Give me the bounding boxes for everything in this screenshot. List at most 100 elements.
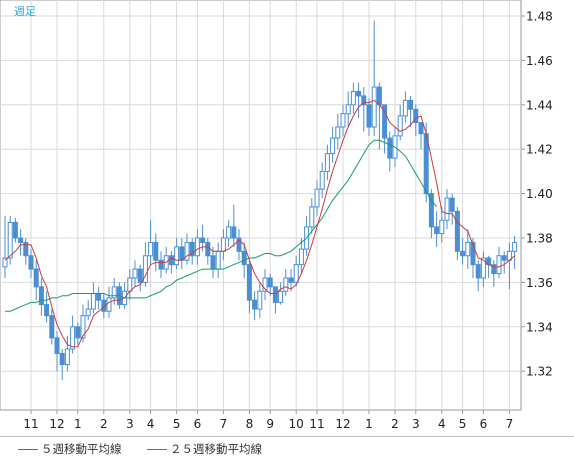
candle-body-up <box>106 297 112 312</box>
candle-body-down <box>205 241 211 257</box>
candle-body-down <box>428 193 434 228</box>
candle-body-down <box>241 250 247 266</box>
x-tick-label: 6 <box>480 417 488 431</box>
candlestick-chart: 1.321.341.361.381.401.421.441.461.48 11 1… <box>0 0 553 431</box>
x-tick-label: 12 <box>49 417 64 431</box>
candle-body-up <box>220 237 226 252</box>
candle-body-up <box>371 86 377 128</box>
candle-body-down <box>200 237 206 243</box>
candle-body-down <box>12 221 18 239</box>
x-tick-label: 4 <box>147 417 155 431</box>
candle-body-down <box>272 286 278 303</box>
candle-body-down <box>501 255 507 261</box>
candle-body-up <box>7 221 13 259</box>
candle-body-up <box>402 99 408 117</box>
x-tick-label: 2 <box>391 417 399 431</box>
period-label: 週足 <box>14 5 36 18</box>
ma25-line <box>5 139 437 312</box>
candle-body-down <box>434 226 440 235</box>
x-tick-label: 1 <box>365 417 373 431</box>
candle-body-down <box>33 268 39 288</box>
candle-body-up <box>70 326 76 350</box>
candle-body-up <box>324 153 330 172</box>
candle-body-up <box>444 197 450 221</box>
candle-body-down <box>267 277 273 288</box>
candle-body-down <box>153 241 159 261</box>
y-tick-label: 1.40 <box>526 187 553 201</box>
moving-average-lines <box>4 99 515 348</box>
candle-body-down <box>454 210 460 252</box>
x-tick-label: 10 <box>289 417 304 431</box>
candle-body-up <box>226 226 232 239</box>
candle-body-down <box>38 286 44 306</box>
ma5-line <box>4 99 515 348</box>
candle-body-down <box>288 277 294 283</box>
candle-body-down <box>54 337 60 354</box>
legend-item-ma25: ２５週移動平均線 <box>147 441 262 457</box>
candle-body-up <box>439 219 445 235</box>
candle-body-down <box>376 86 382 106</box>
candle-body-down <box>236 237 242 252</box>
candle-body-up <box>85 308 91 317</box>
candle-body-up <box>257 290 263 310</box>
candle-body-up <box>496 255 502 275</box>
candle-body-down <box>44 304 50 317</box>
candle-body-down <box>75 326 81 339</box>
x-tick-label: 11 <box>309 417 324 431</box>
ma25-swatch <box>147 448 167 450</box>
x-tick-label: 12 <box>335 417 350 431</box>
candle-body-down <box>137 268 143 283</box>
candle-body-down <box>179 246 185 261</box>
legend-label-ma25: ２５週移動平均線 <box>170 442 262 456</box>
y-tick-label: 1.32 <box>526 365 553 379</box>
candle-body-down <box>387 137 393 159</box>
candle-body-down <box>413 108 419 124</box>
ma5-swatch <box>18 448 38 450</box>
candle-body-down <box>361 95 367 106</box>
candle-body-up <box>330 137 336 155</box>
candle-body-up <box>142 255 148 283</box>
candle-body-up <box>127 277 133 292</box>
x-tick-label: 7 <box>506 417 514 431</box>
candle-body-down <box>356 90 362 97</box>
candle-body-down <box>158 259 164 270</box>
candle-body-down <box>475 264 481 279</box>
candle-body-up <box>309 206 315 228</box>
candle-body-up <box>283 277 289 292</box>
candle-body-up <box>314 188 320 208</box>
candle-body-down <box>189 241 195 257</box>
x-tick-label: 2 <box>100 417 108 431</box>
candles <box>2 20 518 381</box>
candle-body-up <box>148 241 154 257</box>
x-axis: 11 12 1 2 3 4 5 6 7 8 9 10 11 12 1 2 3 4 5 6 7 <box>23 410 513 431</box>
candle-body-up <box>345 104 351 115</box>
candle-body-up <box>262 277 268 292</box>
candle-body-up <box>293 264 299 283</box>
candle-body-up <box>298 248 304 266</box>
x-tick-label: 3 <box>126 417 134 431</box>
candle-body-up <box>340 113 346 128</box>
candle-body-up <box>480 257 486 279</box>
candle-body-up <box>111 286 117 299</box>
candle-body-down <box>408 99 414 110</box>
y-tick-label: 1.36 <box>526 276 553 290</box>
legend-label-ma5: ５週移動平均線 <box>41 442 122 456</box>
candle-body-up <box>2 257 8 268</box>
candle-body-up <box>132 268 138 279</box>
legend-item-ma5: ５週移動平均線 <box>18 441 122 457</box>
y-axis: 1.32 1.34 1.36 1.38 1.40 1.42 1.44 1.46 1.48 <box>521 10 553 379</box>
x-tick-label: 8 <box>246 417 254 431</box>
legend: ５週移動平均線 ２５週移動平均線 <box>0 436 574 463</box>
x-tick-label: 6 <box>194 417 202 431</box>
x-tick-label: 11 <box>23 417 38 431</box>
x-tick-label: 1 <box>74 417 82 431</box>
candle-body-up <box>397 115 403 137</box>
candle-body-up <box>335 126 341 139</box>
candle-body-down <box>49 315 55 339</box>
x-tick-label: 4 <box>438 417 446 431</box>
y-tick-label: 1.38 <box>526 232 553 246</box>
candle-body-up <box>465 241 471 257</box>
x-tick-label: 7 <box>220 417 228 431</box>
candle-body-down <box>246 264 252 301</box>
candle-body-up <box>184 241 190 261</box>
